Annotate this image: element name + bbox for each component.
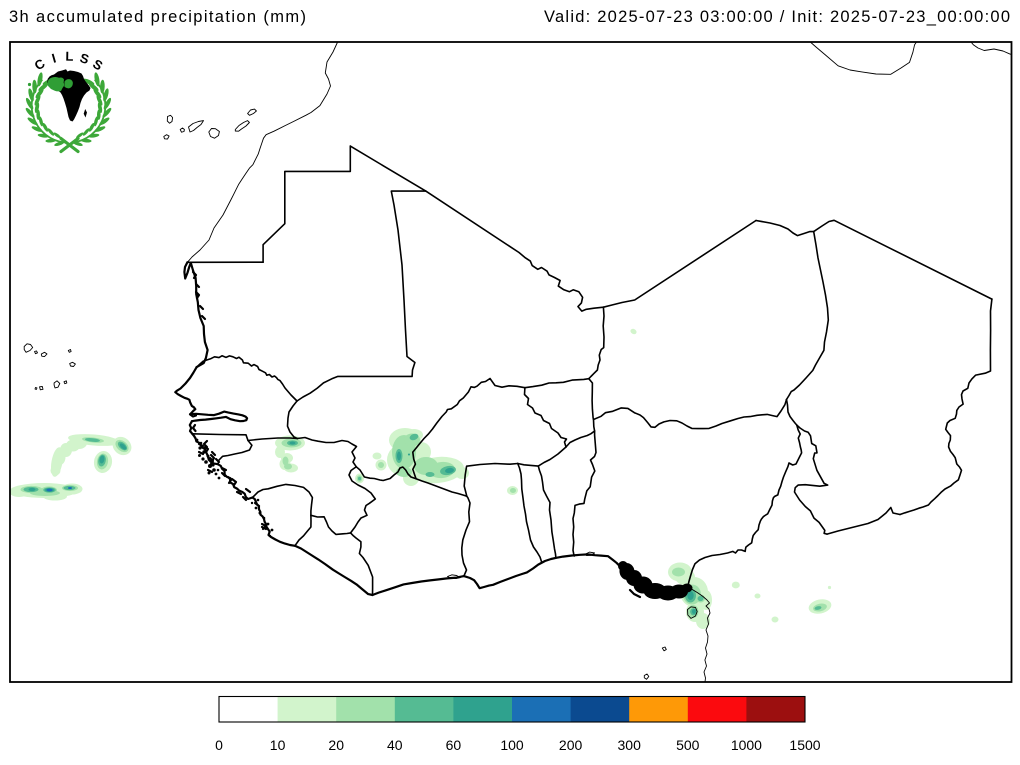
svg-text:3h accumulated precipitation (: 3h accumulated precipitation (mm) [9, 8, 306, 26]
svg-text:500: 500 [676, 737, 700, 753]
svg-text:Valid: 2025-07-23 03:00:00 / I: Valid: 2025-07-23 03:00:00 / Init: 2025-… [544, 8, 1010, 26]
svg-text:60: 60 [446, 737, 462, 753]
svg-text:1000: 1000 [731, 737, 762, 753]
svg-text:0: 0 [215, 737, 223, 753]
svg-text:200: 200 [559, 737, 583, 753]
svg-text:1500: 1500 [789, 737, 820, 753]
svg-text:20: 20 [328, 737, 344, 753]
svg-text:300: 300 [618, 737, 642, 753]
svg-text:10: 10 [270, 737, 286, 753]
svg-text:L: L [65, 49, 73, 64]
svg-text:100: 100 [500, 737, 524, 753]
svg-text:I: I [50, 50, 58, 65]
svg-text:40: 40 [387, 737, 403, 753]
